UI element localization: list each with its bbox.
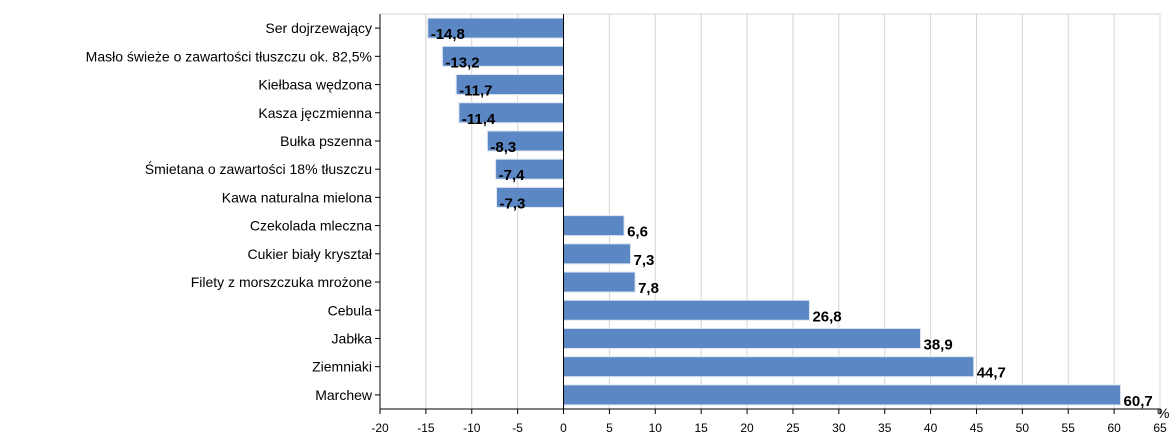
x-tick-label: 15: [694, 421, 708, 435]
category-label: Filety z morszczuka mrożone: [191, 274, 372, 290]
value-label: 6,6: [627, 224, 648, 241]
value-label: -11,4: [462, 111, 496, 128]
bar: [563, 271, 636, 293]
value-label: -7,4: [499, 167, 526, 184]
x-tick-label: 50: [1016, 421, 1030, 435]
x-tick-label: -15: [417, 421, 435, 435]
category-label: Marchew: [315, 387, 373, 403]
x-tick-label: 40: [924, 421, 938, 435]
bar: [563, 384, 1122, 406]
x-tick-label: 5: [606, 421, 613, 435]
value-label: -11,7: [459, 83, 492, 100]
bar: [563, 215, 625, 237]
bars: [427, 17, 1122, 406]
value-label: 26,8: [812, 308, 841, 325]
grid-lines: [379, 13, 1161, 409]
x-tick-label: 60: [1107, 421, 1121, 435]
category-label: Ziemniaki: [312, 359, 372, 375]
value-label: 7,8: [638, 280, 659, 297]
value-label: 44,7: [977, 365, 1006, 382]
category-label: Śmietana o zawartości 18% tłuszczu: [145, 160, 372, 177]
bar: [563, 327, 921, 349]
x-tick-label: 35: [878, 421, 892, 435]
category-label: Kawa naturalna mielona: [222, 189, 372, 205]
category-label: Kasza jęczmienna: [258, 105, 372, 121]
category-label: Bułka pszenna: [280, 133, 372, 149]
category-label: Masło świeże o zawartości tłuszczu ok. 8…: [86, 48, 372, 64]
axes: [375, 14, 1161, 414]
x-tick-label: 25: [786, 421, 800, 435]
value-label: 7,3: [634, 252, 655, 269]
value-label: -13,2: [445, 54, 479, 71]
category-label: Cukier biały kryształ: [248, 246, 373, 262]
bar: [563, 299, 810, 321]
category-label: Kiełbasa wędzona: [258, 77, 372, 93]
bar: [563, 356, 975, 378]
category-label: Czekolada mleczna: [250, 218, 372, 234]
x-tick-label: 30: [832, 421, 846, 435]
labels: -20 -15 -10 -5 0 5 10 15 20 25 30 35 40 45 50 55 60 65 Ser…: [86, 20, 1167, 435]
category-label: Ser dojrzewający: [265, 20, 372, 36]
value-label: -7,3: [500, 195, 526, 212]
x-tick-label: -20: [371, 421, 389, 435]
unit-label: %: [1157, 405, 1169, 421]
x-tick-label: 45: [970, 421, 984, 435]
category-label: Cebula: [328, 302, 373, 318]
category-label: Jabłka: [332, 330, 373, 346]
x-tick-label: 10: [649, 421, 663, 435]
x-tick-label: 0: [560, 421, 567, 435]
x-tick-label: 65: [1153, 421, 1167, 435]
value-label: -14,8: [431, 26, 465, 43]
x-tick-label: -5: [512, 421, 523, 435]
bar: [563, 243, 632, 265]
x-tick-label: 20: [740, 421, 754, 435]
value-label: 38,9: [923, 336, 952, 353]
value-label: -8,3: [490, 139, 516, 156]
x-tick-label: -10: [463, 421, 481, 435]
x-tick-label: 55: [1062, 421, 1076, 435]
value-label: 60,7: [1124, 393, 1153, 410]
